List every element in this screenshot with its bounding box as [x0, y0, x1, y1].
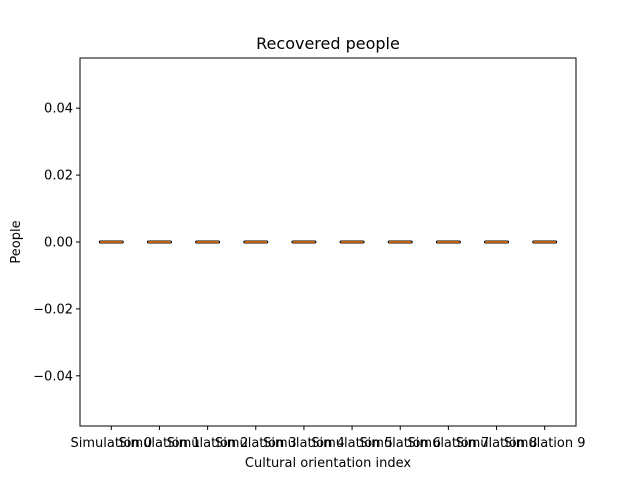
- y-axis-label: People: [9, 220, 24, 263]
- x-tick-label: Simulation 2: [167, 436, 249, 451]
- x-tick-label: Simulation 6: [359, 436, 441, 451]
- box: [387, 240, 413, 244]
- x-tick-label: Simulation 3: [215, 436, 297, 451]
- x-tick-label: Simulation 0: [70, 436, 152, 451]
- box: [243, 240, 269, 244]
- x-tick-label: Simulation 7: [408, 436, 490, 451]
- plot-area: [98, 240, 558, 244]
- x-tick-label: Simulation 4: [263, 436, 345, 451]
- box: [532, 240, 558, 244]
- y-tick-label: 0.02: [44, 169, 73, 184]
- y-tick-label: −0.04: [33, 369, 73, 384]
- box: [435, 240, 461, 244]
- x-tick-label: Simulation 9: [504, 436, 586, 451]
- y-tick-label: 0.04: [44, 102, 73, 117]
- x-tick-label: Simulation 1: [119, 436, 201, 451]
- box: [339, 240, 365, 244]
- x-tick-label: Simulation 5: [311, 436, 393, 451]
- box: [195, 240, 221, 244]
- box: [98, 240, 124, 244]
- box: [146, 240, 172, 244]
- y-tick-label: −0.02: [33, 302, 73, 317]
- chart-title: Recovered people: [256, 34, 400, 53]
- x-axis-label: Cultural orientation index: [245, 456, 411, 471]
- y-tick-label: 0.00: [44, 236, 73, 251]
- x-tick-label: Simulation 8: [456, 436, 538, 451]
- box: [291, 240, 317, 244]
- box: [484, 240, 510, 244]
